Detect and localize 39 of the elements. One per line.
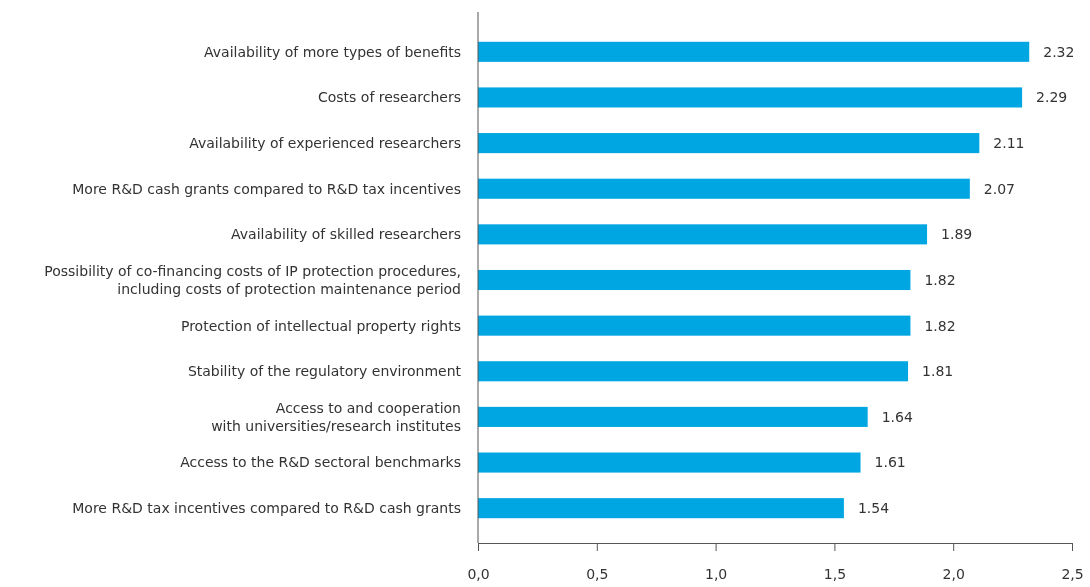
x-tick-label: 0,0 <box>467 565 490 582</box>
bar <box>478 406 868 427</box>
y-tick-label: Possibility of co-financing costs of IP protection procedures, including costs of protection maintenance period <box>44 262 461 297</box>
data-label: 1.82 <box>924 317 956 334</box>
x-tick-label: 1,0 <box>704 565 728 582</box>
y-tick-label: Costs of researchers <box>317 89 461 106</box>
bar <box>478 498 844 519</box>
data-label: 1.81 <box>922 363 954 380</box>
y-tick-label: Stability of the regulatory environment <box>187 363 462 380</box>
bar <box>478 41 1030 62</box>
bar <box>478 452 861 473</box>
data-label: 2.11 <box>993 134 1025 151</box>
y-tick-label: Availability of more types of benefits <box>204 43 461 60</box>
bar <box>478 224 928 245</box>
data-label: 2.32 <box>1043 43 1075 60</box>
y-tick-label: More R&D cash grants compared to R&D tax incentives <box>72 180 461 197</box>
bar <box>478 133 980 154</box>
y-tick-label: More R&D tax incentives compared to R&D cash grants <box>72 500 461 517</box>
bar <box>478 361 909 382</box>
y-tick-label: Access to and cooperation with universities/research institutes <box>211 399 461 434</box>
y-tick-label: Availability of experienced researchers <box>189 134 461 151</box>
bar <box>478 87 1023 108</box>
data-label: 1.82 <box>924 271 956 288</box>
data-label: 1.64 <box>881 408 913 425</box>
x-tick-label: 2,5 <box>1061 565 1084 582</box>
data-label: 1.89 <box>941 226 973 243</box>
bar <box>478 178 970 199</box>
x-tick-label: 2,0 <box>942 565 965 582</box>
bar <box>478 269 911 291</box>
y-tick-label: Access to the R&D sectoral benchmarks <box>180 454 461 471</box>
y-tick-label: Protection of intellectual property rights <box>180 317 461 334</box>
data-label: 2.07 <box>983 180 1015 197</box>
data-label: 2.29 <box>1036 89 1068 106</box>
bar <box>478 315 911 336</box>
y-tick-label: Availability of skilled researchers <box>231 226 461 243</box>
data-label: 1.54 <box>857 500 890 517</box>
data-label: 1.61 <box>874 454 906 471</box>
x-tick-label: 1,5 <box>823 565 847 582</box>
x-tick-label: 0,5 <box>586 565 609 582</box>
